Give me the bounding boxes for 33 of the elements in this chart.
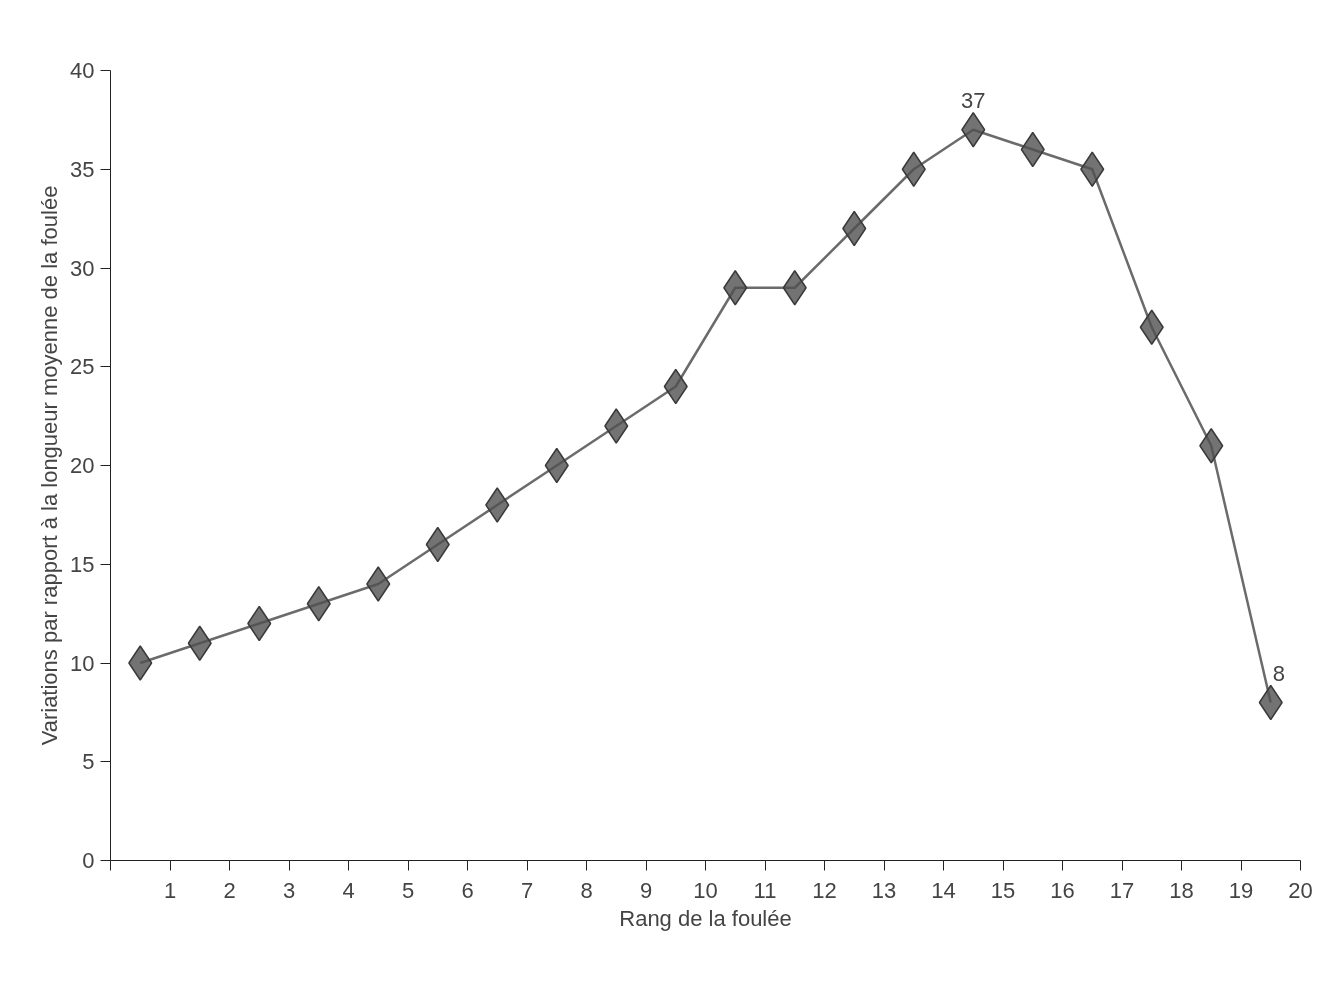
x-tick-label: 1 bbox=[163, 877, 177, 903]
y-axis-title: Variations par rapport à la longueur moyenne de la foulée bbox=[37, 185, 63, 746]
x-tick-label: 3 bbox=[282, 877, 296, 903]
x-axis-title: Rang de la foulée bbox=[619, 905, 792, 931]
x-tick-label: 6 bbox=[461, 877, 474, 903]
x-tick-label: 12 bbox=[812, 877, 837, 903]
y-tick-label: 20 bbox=[70, 453, 95, 478]
x-tick-label: 14 bbox=[931, 877, 956, 903]
x-tick-label: 5 bbox=[401, 877, 415, 903]
y-tick-label: 0 bbox=[82, 848, 95, 873]
y-tick-label: 35 bbox=[70, 156, 95, 182]
x-tick-label: 2 bbox=[223, 877, 236, 903]
x-tick-label: 15 bbox=[990, 877, 1016, 903]
x-tick-label: 7 bbox=[520, 877, 534, 903]
x-tick-label: 13 bbox=[871, 877, 897, 903]
x-tick-label: 16 bbox=[1050, 877, 1075, 903]
y-tick-label: 40 bbox=[70, 58, 95, 83]
x-tick-label: 17 bbox=[1109, 877, 1135, 903]
x-tick-label: 4 bbox=[342, 877, 355, 903]
x-tick-label: 9 bbox=[639, 877, 653, 903]
x-tick-label: 10 bbox=[693, 877, 718, 903]
y-tick-label: 5 bbox=[82, 749, 95, 775]
y-tick-label: 25 bbox=[70, 354, 95, 380]
x-tick-label: 18 bbox=[1169, 877, 1194, 903]
x-tick-label: 20 bbox=[1288, 877, 1313, 903]
x-tick-label: 8 bbox=[580, 877, 593, 903]
y-tick-label: 15 bbox=[70, 551, 95, 577]
y-tick-label: 30 bbox=[70, 255, 95, 281]
x-tick-label: 11 bbox=[753, 877, 777, 903]
x-tick-label: 19 bbox=[1228, 877, 1254, 903]
annotation: 37 bbox=[961, 87, 986, 113]
annotation: 8 bbox=[1272, 660, 1285, 686]
y-tick-label: 10 bbox=[70, 650, 95, 676]
